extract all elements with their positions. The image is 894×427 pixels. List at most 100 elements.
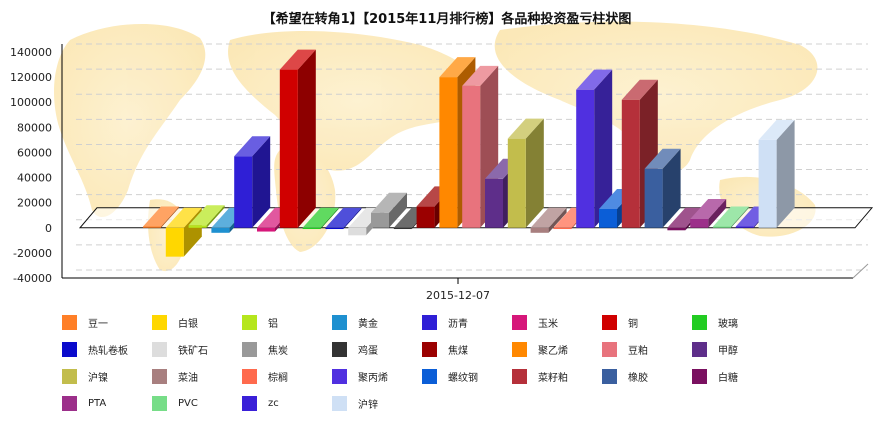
bar-top — [667, 207, 704, 228]
bar-top — [644, 148, 681, 169]
legend-item[interactable]: 铜 — [602, 314, 692, 331]
legend-label: 玻璃 — [718, 319, 738, 330]
bar-top — [758, 119, 795, 140]
legend-item[interactable]: 焦炭 — [242, 341, 332, 358]
bar-top — [325, 207, 362, 228]
legend-item[interactable]: 豆一 — [62, 314, 152, 331]
legend-swatch — [152, 315, 167, 330]
legend-item[interactable]: 白银 — [152, 314, 242, 331]
bar-front — [667, 227, 686, 231]
legend-label: 铜 — [628, 319, 638, 330]
legend-item[interactable]: PTA — [62, 395, 152, 412]
legend-item[interactable]: 沪镍 — [62, 368, 152, 385]
bar-side — [731, 206, 749, 228]
legend: 豆一 白银 铝 黄金 沥青 玉米 铜 玻璃热轧卷板 铁矿石 焦炭 鸡蛋 焦煤 聚乙烯 豆粕 甲醇沪镍 菜油 棕榈… — [62, 314, 882, 412]
axes: 140000 120000 100000 80000 60000 40000 20000 0 -… — [10, 44, 869, 302]
legend-item[interactable]: 焦煤 — [422, 341, 512, 358]
legend-item[interactable]: 玻璃 — [692, 314, 782, 331]
legend-item[interactable]: 沥青 — [422, 314, 512, 331]
y-tick-label: 0 — [45, 222, 52, 235]
bar-front — [621, 99, 640, 228]
bar-top — [621, 79, 658, 100]
bar-28 — [758, 119, 795, 228]
legend-item[interactable]: zc — [242, 395, 332, 412]
bars — [143, 49, 795, 257]
bar-front — [348, 227, 367, 236]
bar-front — [644, 168, 663, 228]
legend-item[interactable]: 白糖 — [692, 368, 782, 385]
legend-item[interactable]: 豆粕 — [602, 341, 692, 358]
legend-label: 沪锌 — [358, 400, 378, 411]
legend-swatch — [62, 369, 77, 384]
bar-top — [165, 207, 202, 228]
y-tick-label: 60000 — [17, 146, 52, 159]
legend-item[interactable]: 菜油 — [152, 368, 242, 385]
legend-item[interactable]: 铝 — [242, 314, 332, 331]
legend-swatch — [512, 342, 527, 357]
bar-front — [599, 208, 617, 228]
bar-25 — [690, 198, 727, 228]
legend-item[interactable]: 沪锌 — [332, 395, 422, 412]
bar-9 — [325, 207, 362, 230]
legend-item[interactable]: 黄金 — [332, 314, 422, 331]
legend-label: 铁矿石 — [178, 346, 208, 357]
bar-1 — [143, 206, 179, 228]
legend-label: 白银 — [178, 319, 198, 330]
legend-label: PTA — [88, 398, 107, 409]
bar-front — [462, 85, 481, 228]
bar-side — [548, 207, 567, 233]
legend-item[interactable]: 铁矿石 — [152, 341, 242, 358]
legend-item[interactable]: PVC — [152, 395, 242, 412]
y-tick-label: 100000 — [10, 96, 52, 109]
legend-swatch — [242, 342, 257, 357]
bar-side — [206, 205, 225, 228]
legend-label: 棕榈 — [268, 373, 288, 384]
bar-front — [439, 77, 458, 228]
legend-swatch — [512, 315, 527, 330]
legend-swatch — [602, 342, 617, 357]
legend-swatch — [242, 396, 257, 411]
legend-item[interactable]: 热轧卷板 — [62, 341, 152, 358]
y-tick-label: 80000 — [17, 121, 52, 134]
bar-11 — [371, 192, 407, 228]
bar-18 — [530, 207, 567, 233]
bar-23 — [644, 148, 681, 228]
y-tick-label: -20000 — [13, 247, 52, 260]
bar-7 — [279, 49, 316, 228]
bar-top — [371, 192, 407, 213]
y-tick-label: 140000 — [10, 46, 52, 59]
legend-swatch — [62, 315, 77, 330]
bar-top — [462, 65, 499, 86]
bar-front — [576, 89, 595, 228]
bar-top — [188, 205, 225, 226]
legend-swatch — [332, 396, 347, 411]
legend-label: 沥青 — [448, 319, 468, 330]
legend-swatch — [62, 342, 77, 357]
legend-label: PVC — [178, 398, 198, 409]
bar-top — [234, 136, 271, 157]
bar-26 — [713, 206, 749, 228]
bar-17 — [507, 118, 544, 228]
legend-item[interactable]: 聚丙烯 — [332, 368, 422, 385]
bar-top — [439, 57, 476, 78]
bar-front — [393, 227, 412, 230]
legend-swatch — [692, 342, 707, 357]
legend-item[interactable]: 鸡蛋 — [332, 341, 422, 358]
legend-swatch — [512, 369, 527, 384]
legend-label: 聚丙烯 — [358, 373, 388, 384]
bar-front — [143, 226, 161, 228]
legend-item[interactable]: 菜籽粕 — [512, 368, 602, 385]
legend-item[interactable]: 橡胶 — [602, 368, 692, 385]
legend-item[interactable]: 聚乙烯 — [512, 341, 602, 358]
legend-item[interactable]: 玉米 — [512, 314, 602, 331]
legend-label: 豆一 — [88, 319, 108, 330]
legend-item[interactable]: 甲醇 — [692, 341, 782, 358]
legend-item[interactable]: 螺纹钢 — [422, 368, 512, 385]
bar-front — [165, 227, 184, 257]
bar-top — [143, 206, 179, 227]
legend-item[interactable]: 棕榈 — [242, 368, 332, 385]
bar-front — [713, 226, 731, 228]
bar-side — [662, 148, 681, 228]
bar-top — [690, 198, 727, 219]
legend-swatch — [242, 315, 257, 330]
